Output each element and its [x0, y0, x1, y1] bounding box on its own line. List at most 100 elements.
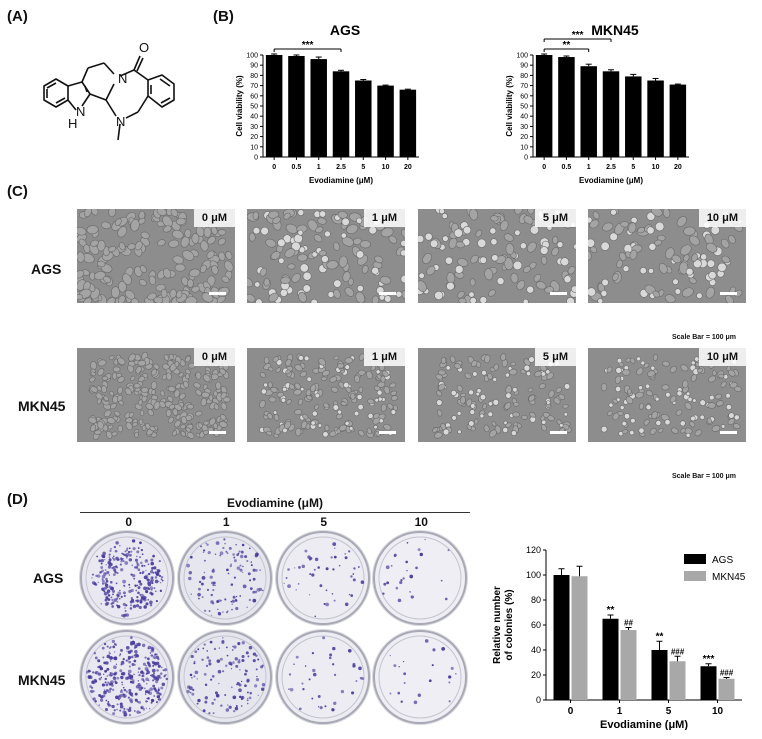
colony [217, 599, 221, 603]
cell [337, 211, 348, 219]
colony [208, 610, 211, 612]
colony [108, 652, 111, 655]
colony [120, 648, 123, 652]
cell [306, 394, 313, 401]
cell [514, 209, 523, 215]
colony [197, 597, 200, 600]
cell [625, 396, 634, 405]
cell [175, 217, 186, 226]
colony [150, 579, 152, 582]
cell [97, 368, 105, 376]
colony [415, 566, 418, 570]
cell [117, 357, 126, 366]
cell [343, 382, 350, 389]
cell [697, 367, 704, 374]
colony [220, 704, 223, 707]
cell [479, 256, 487, 264]
cell [441, 213, 448, 220]
cell [184, 355, 191, 363]
cell [293, 389, 302, 396]
colony [116, 572, 119, 575]
cell [303, 355, 310, 362]
cell [90, 239, 99, 247]
colony [120, 557, 124, 561]
colony [203, 609, 207, 612]
x-tick-label: 5 [361, 164, 365, 171]
panel-label-b: (B) [213, 8, 234, 25]
cell [502, 427, 509, 433]
x-tick-label: 0.5 [292, 164, 302, 171]
colony [119, 702, 124, 706]
cell [207, 236, 216, 245]
cell [218, 421, 228, 428]
cell [442, 235, 449, 242]
colony [106, 589, 111, 593]
cell [436, 399, 443, 406]
cell [651, 209, 663, 217]
cell [728, 234, 736, 244]
legend-swatch [684, 571, 706, 581]
cell [649, 427, 657, 435]
cell [527, 209, 535, 215]
x-tick-label: 1 [587, 164, 591, 171]
colony [113, 568, 117, 572]
dish-inner-rim [85, 536, 169, 620]
cell [651, 411, 658, 420]
colony [242, 696, 244, 698]
cell [186, 403, 194, 410]
colony [122, 686, 125, 689]
scale-bar [550, 431, 567, 434]
colony [235, 705, 238, 708]
y-tick-label: 10 [520, 144, 528, 151]
cell [540, 256, 548, 265]
colony [448, 675, 452, 679]
colony [225, 646, 228, 649]
x-tick-label: 0 [272, 164, 276, 171]
cell [185, 427, 191, 433]
panel-label-d: (D) [7, 491, 28, 508]
cell [302, 413, 309, 420]
colony [288, 688, 290, 691]
cell [291, 273, 301, 283]
colony [347, 648, 352, 653]
colony [325, 589, 328, 592]
colony [417, 548, 421, 552]
cell [612, 398, 618, 404]
dish-image [275, 530, 371, 626]
colony [139, 561, 143, 565]
cell [188, 268, 201, 278]
cell [141, 425, 147, 432]
cell [103, 395, 110, 402]
colony [151, 668, 156, 673]
colony [232, 661, 235, 664]
colony [147, 598, 150, 601]
cell [484, 354, 491, 364]
colony [186, 689, 190, 694]
cell [183, 380, 189, 389]
colony [319, 706, 323, 710]
cell [560, 257, 570, 267]
colony [252, 577, 256, 581]
cell [341, 217, 350, 226]
cell [652, 290, 660, 298]
cell [298, 355, 304, 361]
cell [728, 369, 736, 377]
dish-rim [276, 531, 370, 625]
colony [240, 697, 244, 700]
colony [209, 640, 213, 644]
cell [689, 235, 700, 246]
colony [154, 689, 158, 693]
cell [712, 370, 717, 376]
cell [606, 366, 613, 374]
colony [126, 659, 129, 662]
colony [139, 541, 142, 545]
cell [302, 284, 311, 293]
cell [305, 423, 311, 430]
colony [202, 709, 206, 713]
cell [333, 242, 340, 251]
colony [134, 558, 139, 562]
colony [95, 574, 98, 578]
cell [259, 267, 268, 277]
colony [230, 563, 232, 566]
